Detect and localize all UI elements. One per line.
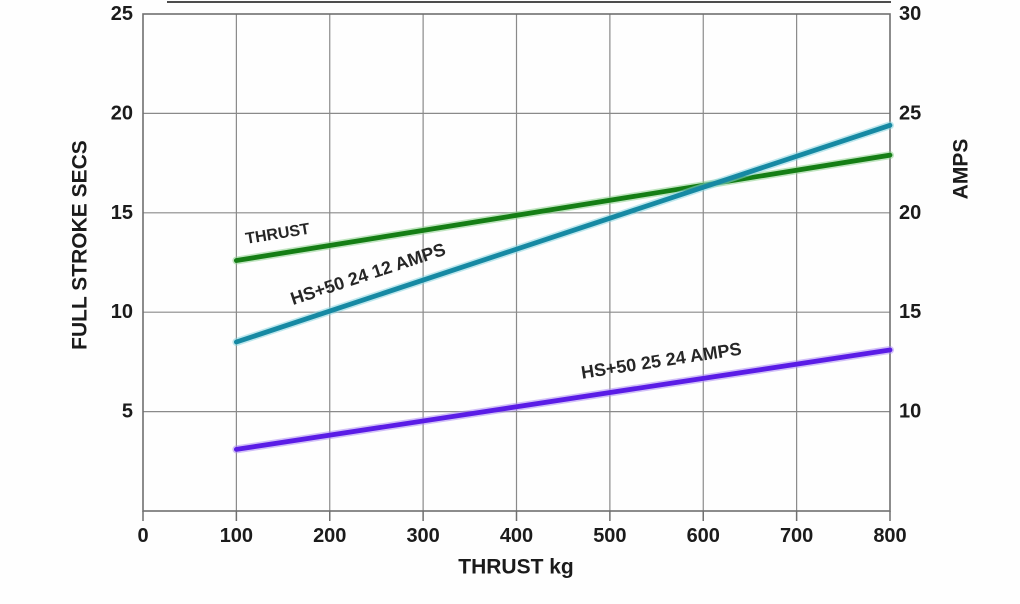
y-right-tick-label: 10 bbox=[899, 401, 921, 423]
y-right-tick-label: 20 bbox=[899, 202, 921, 224]
x-tick-label: 100 bbox=[220, 525, 253, 547]
series-line-hs-50-25-24-amps bbox=[233, 347, 893, 452]
tick-labels: 0 100 200 300 400 500 600 700 800 5 10 15 20 25 10 15 20… bbox=[111, 3, 922, 547]
y-left-tick-label: 5 bbox=[122, 401, 133, 423]
x-axis-title: THRUST kg bbox=[458, 556, 574, 579]
y-left-tick-label: 10 bbox=[111, 301, 133, 323]
y-right-tick-label: 15 bbox=[899, 301, 921, 323]
series-lines bbox=[232, 121, 894, 454]
x-tick-label: 500 bbox=[593, 525, 626, 547]
y-right-tick-label: 25 bbox=[899, 102, 921, 124]
series-line-thrust bbox=[233, 152, 893, 263]
y-left-tick-label: 15 bbox=[111, 202, 133, 224]
x-tick-label: 0 bbox=[137, 525, 148, 547]
series-label-thrust: THRUST bbox=[244, 221, 311, 248]
y-right-tick-label: 30 bbox=[899, 3, 921, 25]
x-tick-label: 300 bbox=[406, 525, 439, 547]
y-left-tick-label: 20 bbox=[111, 102, 133, 124]
x-tick-label: 800 bbox=[873, 525, 906, 547]
y-left-axis-title: FULL STROKE SECS bbox=[69, 140, 92, 350]
x-tick-label: 600 bbox=[687, 525, 720, 547]
axis-ticks bbox=[142, 511, 891, 521]
x-tick-label: 700 bbox=[780, 525, 813, 547]
y-right-axis-title: AMPS bbox=[950, 139, 973, 200]
x-tick-label: 200 bbox=[313, 525, 346, 547]
series-line-hs-50-24-12-amps bbox=[233, 122, 893, 345]
x-tick-label: 400 bbox=[500, 525, 533, 547]
grid-layer bbox=[143, 14, 890, 511]
y-left-tick-label: 25 bbox=[111, 3, 133, 25]
